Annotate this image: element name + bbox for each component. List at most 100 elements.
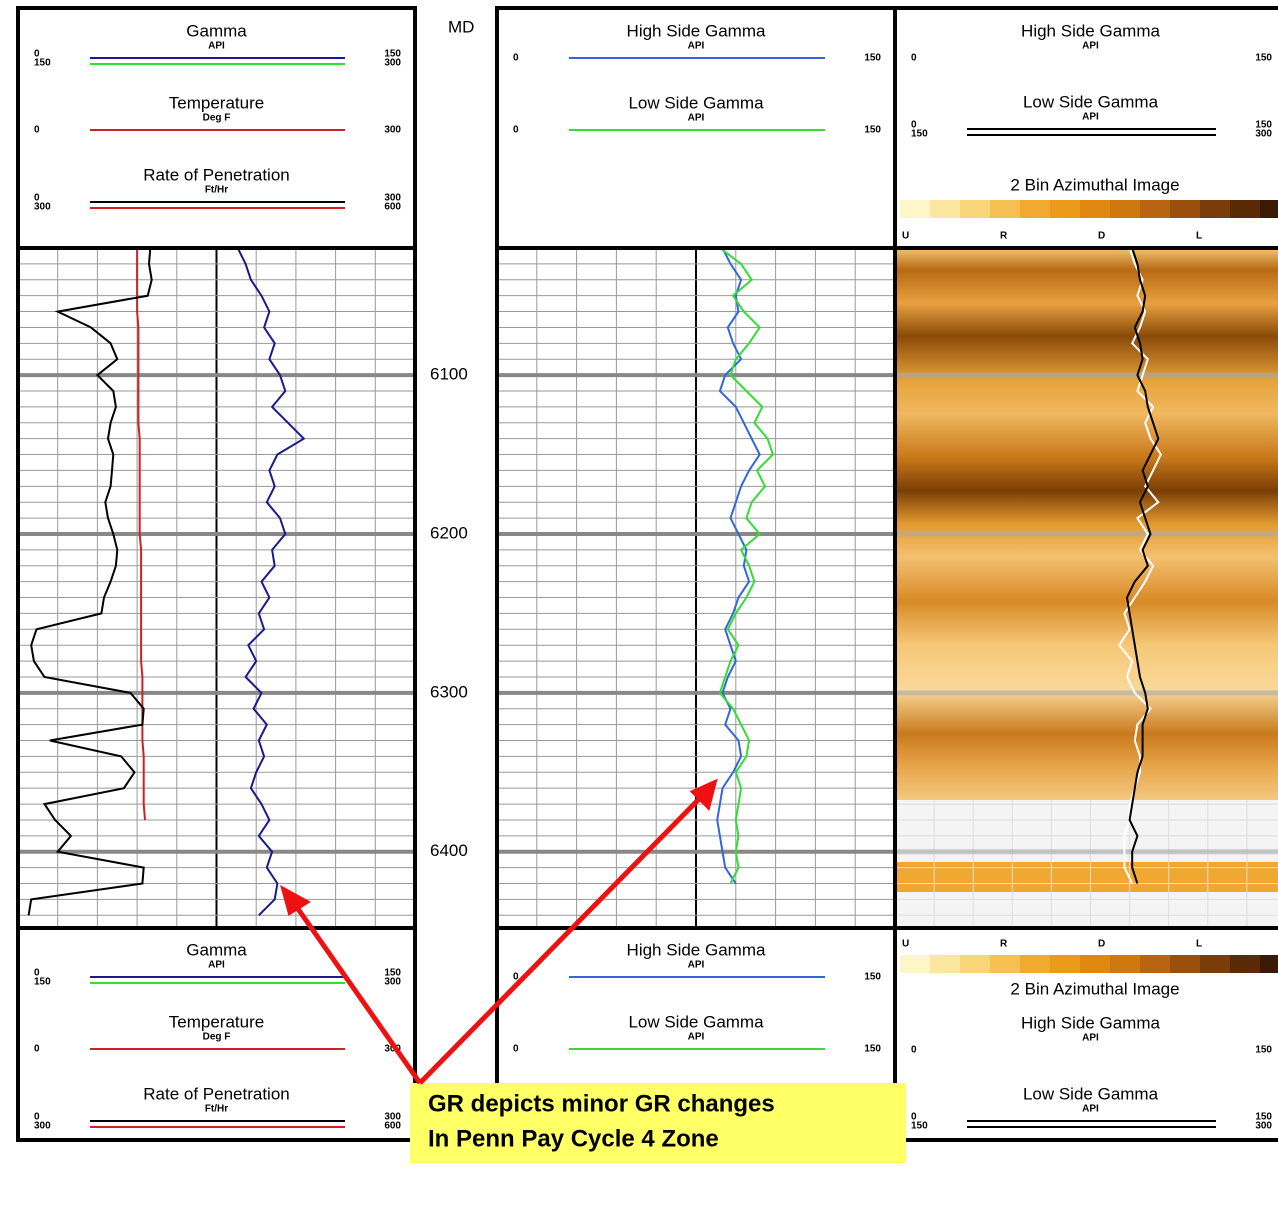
scale-right: 150 (1255, 1045, 1272, 1056)
scale-right: 300 (1255, 1121, 1272, 1132)
scale-left: 0 (34, 968, 40, 979)
colorbar-swatch (900, 200, 930, 218)
scale-left: 0 (34, 1112, 40, 1123)
curve-unit: API (208, 41, 225, 52)
colorbar-swatch (1140, 955, 1170, 973)
colorbar-swatch (1050, 955, 1080, 973)
scale-left: 150 (34, 58, 51, 69)
image-label: R (1000, 231, 1008, 242)
colorbar-swatch (930, 955, 960, 973)
depth-label: 6100 (430, 365, 468, 384)
curve-name: High Side Gamma (1021, 1013, 1160, 1032)
curve-name: Low Side Gamma (628, 93, 764, 112)
curve-name: Gamma (186, 21, 247, 40)
colorbar-swatch (1200, 200, 1230, 218)
scale-right: 300 (384, 1044, 401, 1055)
curve-unit: Deg F (203, 1032, 231, 1043)
colorbar-swatch (1170, 955, 1200, 973)
image-label: D (1098, 939, 1105, 950)
colorbar-swatch (1080, 955, 1110, 973)
image-label: L (1196, 231, 1202, 242)
scale-right: 300 (384, 193, 401, 204)
log-curve (27, 247, 153, 916)
scale-left: 0 (513, 1044, 519, 1055)
colorbar-swatch (1080, 200, 1110, 218)
curve-unit: API (208, 960, 225, 971)
colorbar-swatch (990, 955, 1020, 973)
scale-right: 150 (1255, 1112, 1272, 1123)
image-label: U (902, 231, 909, 242)
depth-label: 6400 (430, 841, 468, 860)
colorbar-swatch (1050, 200, 1080, 218)
scale-left: 0 (911, 120, 917, 131)
scale-left: 300 (34, 1121, 51, 1132)
track-border (16, 6, 417, 1142)
annotation-line: GR depicts minor GR changes (428, 1090, 775, 1117)
colorbar-swatch (990, 200, 1020, 218)
curve-name: Low Side Gamma (1023, 92, 1159, 111)
scale-right: 150 (864, 1044, 881, 1055)
scale-left: 0 (513, 125, 519, 136)
curve-unit: Ft/Hr (205, 185, 228, 196)
arrows (280, 778, 718, 1085)
log-curve (1125, 247, 1160, 884)
colorbar-swatch (1260, 955, 1278, 973)
md-label: MD (448, 17, 474, 36)
curve-name: Gamma (186, 940, 247, 959)
image-label: L (1196, 939, 1202, 950)
annotation-line: In Penn Pay Cycle 4 Zone (428, 1125, 719, 1152)
scale-right: 150 (864, 972, 881, 983)
curve-unit: API (688, 960, 705, 971)
scale-right: 600 (384, 202, 401, 213)
scale-right: 300 (384, 125, 401, 136)
annotation-box (410, 1083, 906, 1163)
scale-right: 150 (1255, 120, 1272, 131)
azimuthal-image (895, 248, 1278, 800)
colorbar-swatch (1230, 955, 1260, 973)
curve-unit: API (1082, 1104, 1099, 1115)
curve-unit: API (1082, 1033, 1099, 1044)
curve-unit: API (688, 113, 705, 124)
scale-left: 0 (911, 53, 917, 64)
scale-left: 0 (911, 1045, 917, 1056)
log-curve (716, 247, 761, 885)
scale-left: 0 (34, 1044, 40, 1055)
image-label: U (902, 939, 909, 950)
scale-right: 300 (384, 58, 401, 69)
scale-right: 150 (864, 53, 881, 64)
scale-left: 150 (911, 129, 928, 140)
colorbar-swatch (1170, 200, 1200, 218)
log-curve (718, 247, 775, 884)
colorbar-swatch (1200, 955, 1230, 973)
colorbar-swatch (1260, 200, 1278, 218)
track-border (893, 6, 1278, 1142)
curve-name: Rate of Penetration (143, 1084, 289, 1103)
image-label: D (1098, 231, 1105, 242)
scale-right: 600 (384, 1121, 401, 1132)
scale-left: 0 (513, 53, 519, 64)
scale-left: 150 (34, 977, 51, 988)
curve-unit: Ft/Hr (205, 1104, 228, 1115)
scale-left: 300 (34, 202, 51, 213)
colorbar-swatch (1110, 200, 1140, 218)
depth-label: 6300 (430, 682, 468, 701)
scale-left: 0 (34, 125, 40, 136)
scale-left: 0 (34, 193, 40, 204)
scale-right: 300 (384, 977, 401, 988)
curve-unit: API (688, 1032, 705, 1043)
scale-left: 0 (513, 972, 519, 983)
scale-right: 150 (384, 49, 401, 60)
scale-left: 0 (34, 49, 40, 60)
colorbar-swatch (1020, 200, 1050, 218)
colorbar-swatch (960, 955, 990, 973)
scale-left: 0 (911, 1112, 917, 1123)
scale-right: 150 (1255, 53, 1272, 64)
colorbar-swatch (930, 200, 960, 218)
colorbar-swatch (1110, 955, 1140, 973)
scale-right: 150 (384, 968, 401, 979)
scale-right: 300 (1255, 129, 1272, 140)
curve-name: High Side Gamma (627, 21, 766, 40)
curve-name: Low Side Gamma (1023, 1084, 1159, 1103)
